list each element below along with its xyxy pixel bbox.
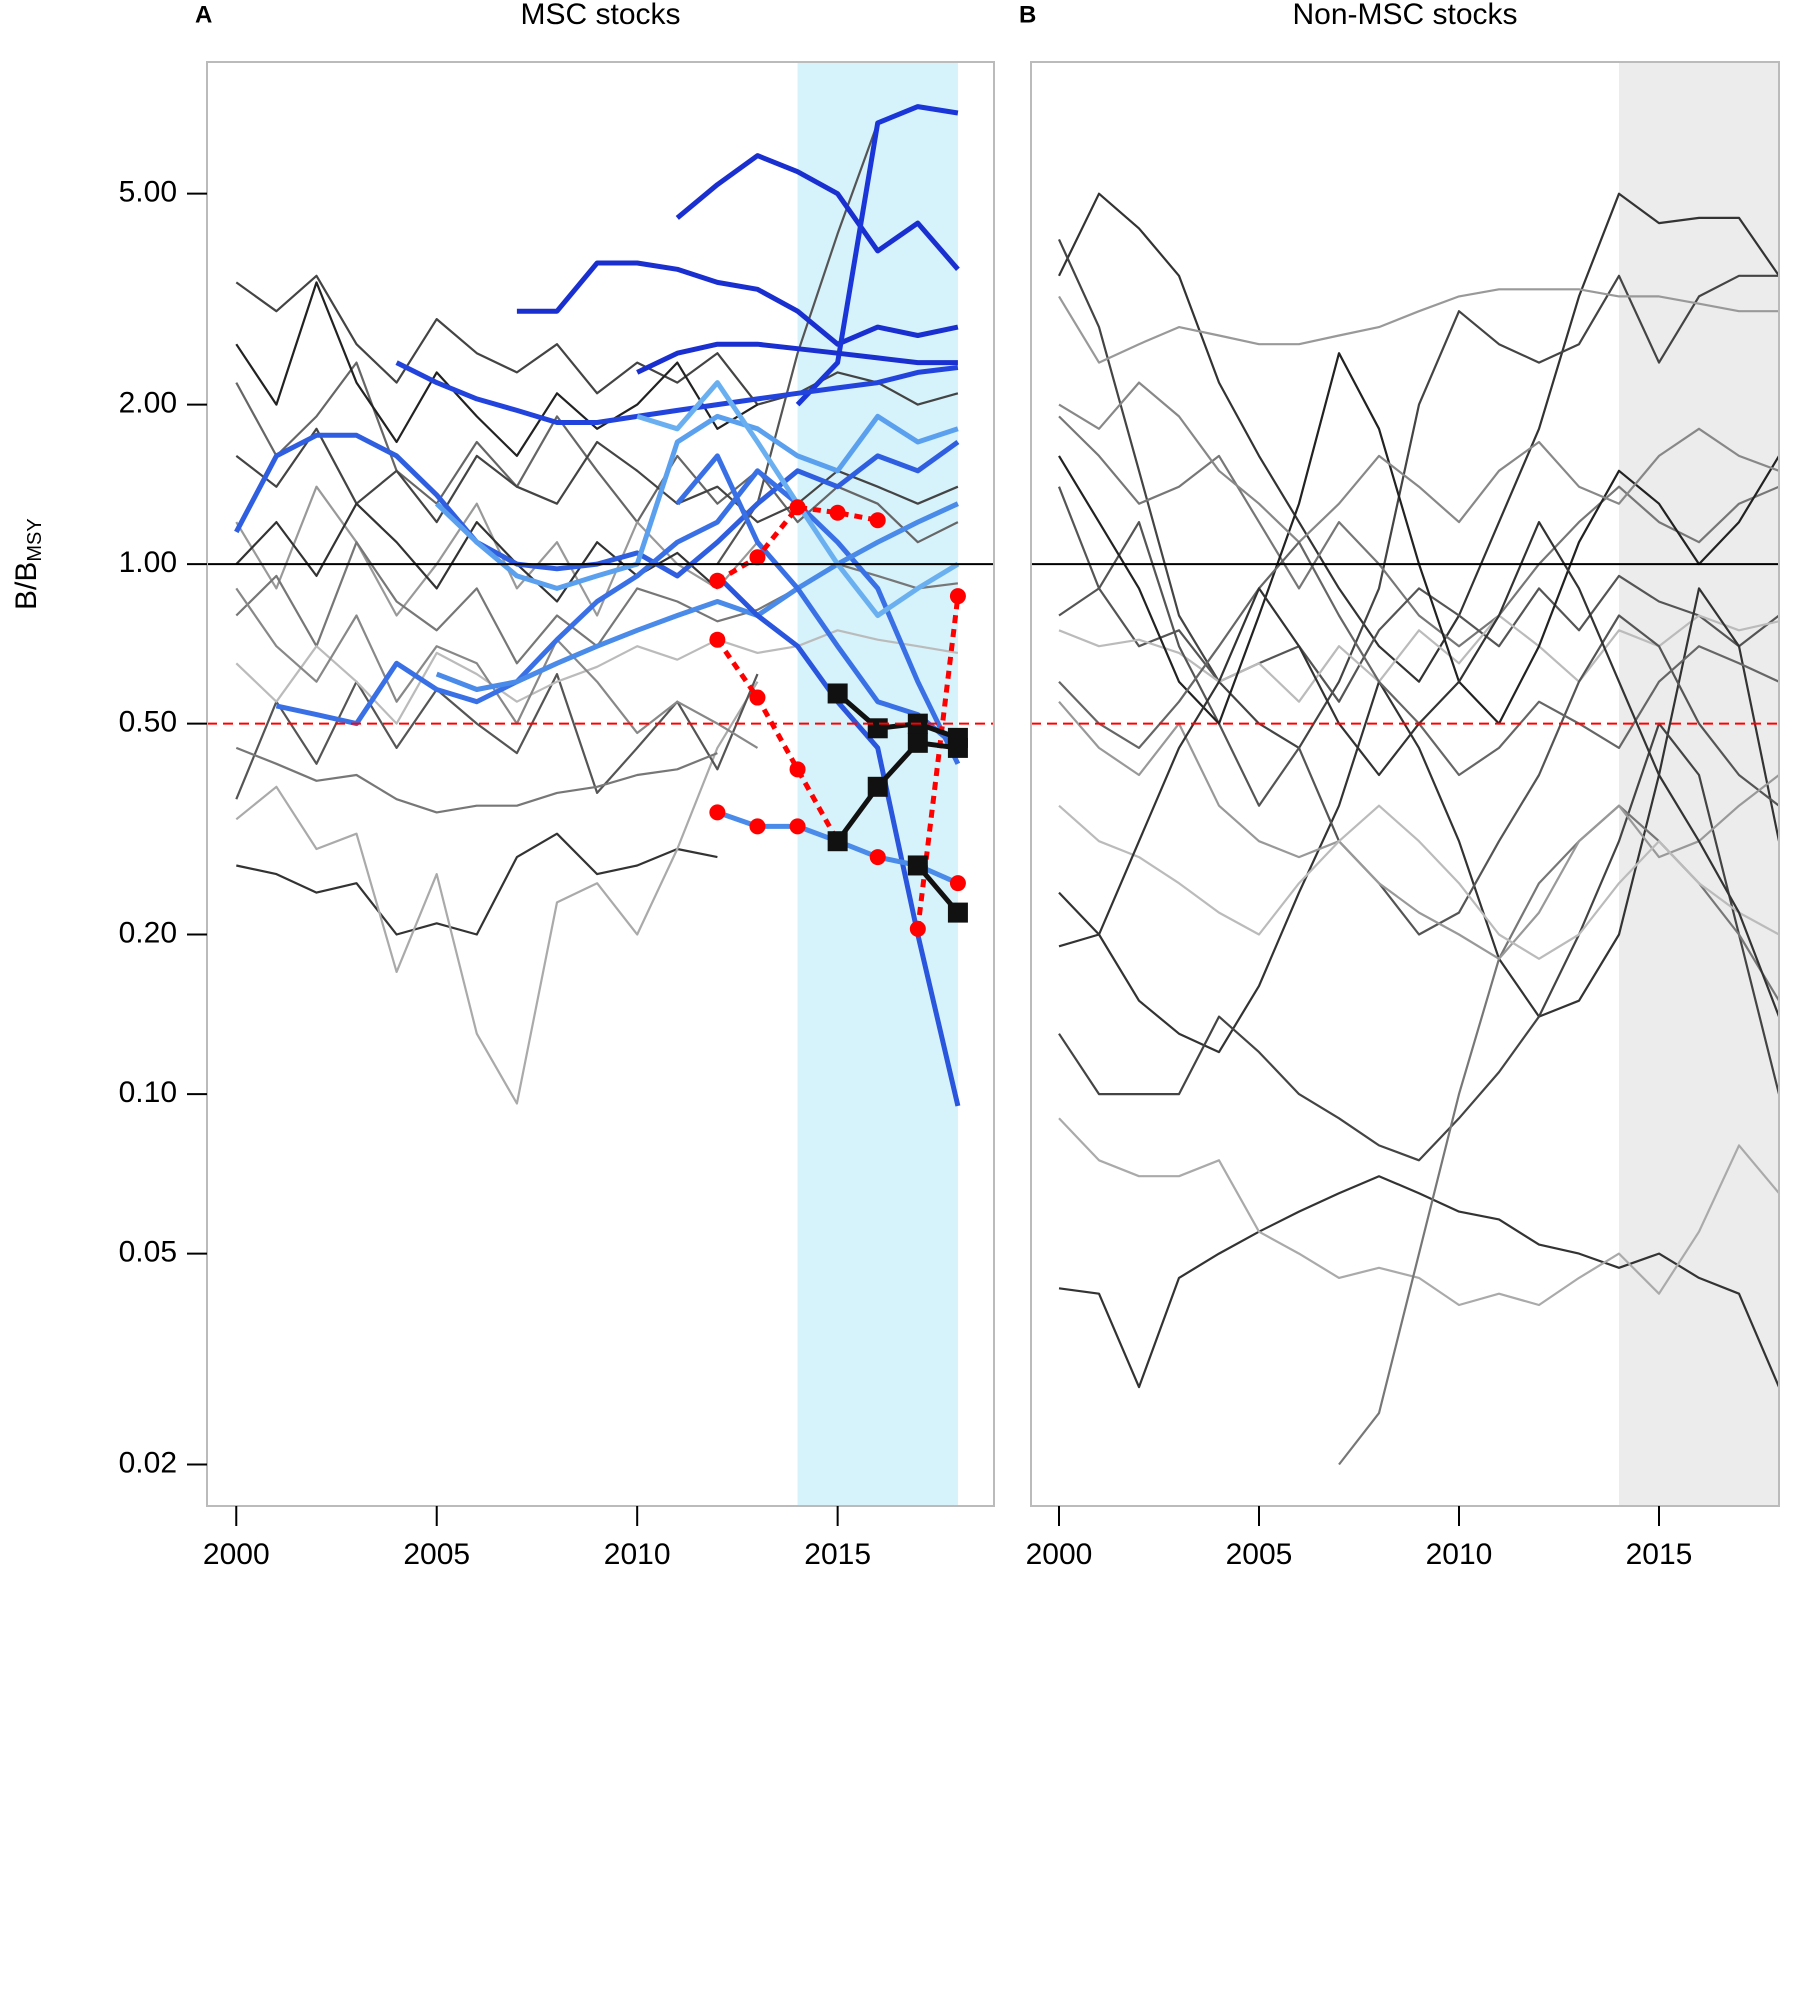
panel: 0.02 0.05 0.10 0.20 0.50 1.00 2.00 5.00 2000 2005… [10, 0, 995, 1571]
point-marker [789, 818, 806, 835]
series-line [636, 341, 958, 375]
series-line [235, 274, 959, 406]
point-marker [909, 920, 926, 937]
x-tick-label: 2005 [1226, 1538, 1293, 1571]
y-axis-label: B/BMSY [10, 518, 46, 610]
series-line [516, 260, 959, 347]
panel-frame [1030, 61, 1780, 1507]
x-tick-label: 2015 [804, 1538, 871, 1571]
series-line [716, 504, 879, 583]
panel-label: A [195, 1, 212, 28]
series-line [1058, 1117, 1779, 1307]
series-line [715, 638, 840, 843]
point-marker [947, 727, 968, 748]
y-tick-label: 0.10 [119, 1076, 177, 1109]
series-line [1058, 415, 1779, 648]
series-line [835, 740, 959, 843]
series-line [395, 360, 959, 425]
point-marker [869, 849, 886, 866]
y-tick-label: 0.20 [119, 916, 177, 949]
series-line [716, 122, 879, 565]
x-tick-label: 2010 [1426, 1538, 1493, 1571]
y-axis-label-main: B/B [10, 562, 43, 610]
y-tick-label: 1.00 [119, 546, 177, 579]
point-marker [709, 804, 726, 821]
point-marker [869, 512, 886, 529]
point-marker [867, 718, 888, 739]
series-line [1058, 804, 1779, 960]
panel-frame [206, 61, 995, 1507]
series-line [1058, 192, 1779, 683]
point-marker [749, 689, 766, 706]
series-line [235, 681, 759, 1105]
point-marker [829, 504, 846, 521]
series-line [1058, 1175, 1779, 1389]
series-line [1338, 804, 1779, 1466]
y-tick-label: 2.00 [119, 386, 177, 419]
point-marker [709, 631, 726, 648]
series-line [1058, 574, 1779, 703]
point-marker [749, 818, 766, 835]
point-marker [867, 776, 888, 797]
point-marker [709, 572, 726, 589]
x-tick-label: 2010 [604, 1538, 671, 1571]
point-marker [907, 732, 928, 753]
series-line [235, 673, 759, 800]
series-line [675, 153, 960, 271]
series-line [1057, 486, 1779, 936]
series-line [675, 453, 960, 750]
x-tick-label: 2005 [403, 1538, 470, 1571]
y-tick-label: 0.05 [119, 1236, 177, 1269]
series-line [1058, 288, 1779, 364]
point-marker [949, 588, 966, 605]
plot-area [234, 104, 968, 1107]
point-marker [947, 902, 968, 923]
series-line [1057, 238, 1779, 749]
point-marker [749, 549, 766, 566]
series-line [235, 746, 718, 814]
y-tick-label: 0.02 [119, 1446, 177, 1479]
x-tick-label: 2000 [203, 1538, 270, 1571]
point-marker [789, 761, 806, 778]
point-marker [789, 499, 806, 516]
x-tick-label: 2000 [1026, 1538, 1093, 1571]
series-line [235, 281, 759, 457]
series-line [236, 832, 718, 936]
point-marker [907, 855, 928, 876]
series-line [1058, 381, 1779, 544]
series-line [435, 501, 959, 692]
y-axis-label-sub: MSY [24, 518, 46, 561]
series-line [795, 104, 959, 407]
point-marker [949, 875, 966, 892]
x-tick-label: 2015 [1626, 1538, 1693, 1571]
series-line [835, 691, 959, 741]
panel-title: MSC stocks [520, 0, 680, 31]
point-marker [827, 831, 848, 852]
point-marker [827, 683, 848, 704]
series-line [235, 502, 719, 603]
panel: 2000 2005 2010 2015 B Non-MSC stocks [1019, 0, 1780, 1571]
panel-label: B [1019, 1, 1036, 28]
y-tick-label: 0.50 [119, 706, 177, 739]
panel-title: Non-MSC stocks [1292, 0, 1517, 31]
series-line [235, 629, 959, 725]
y-tick-label: 5.00 [119, 176, 177, 209]
series-line [275, 468, 961, 765]
series-line [434, 413, 959, 591]
shaded-period [1619, 62, 1779, 1506]
